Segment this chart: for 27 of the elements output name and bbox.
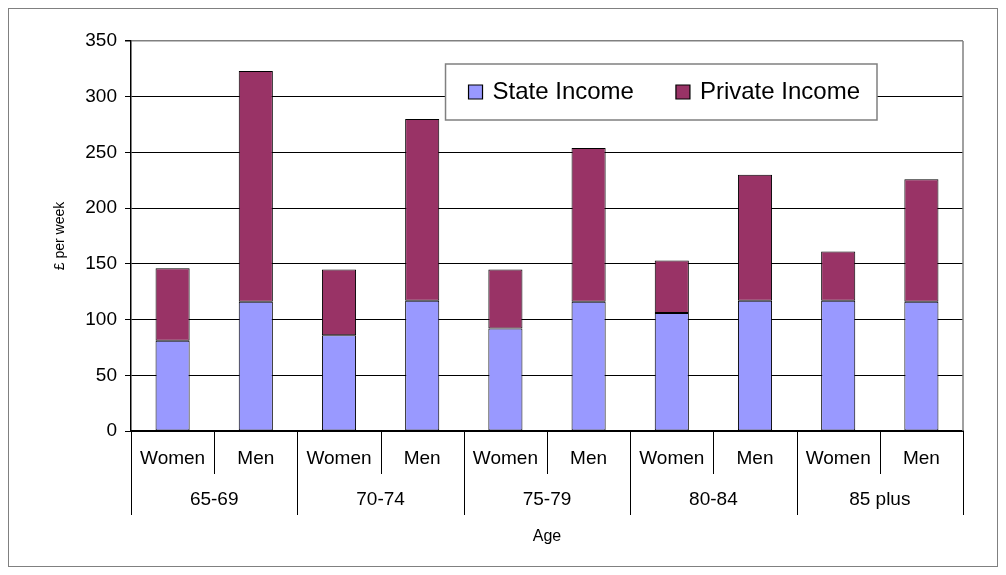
x-tick-label: Women: [805, 446, 871, 468]
x-tick-label: Men: [237, 446, 275, 468]
y-tick-label: 200: [85, 196, 117, 218]
x-tick-label: Men: [736, 446, 774, 468]
text: 85 plus: [849, 488, 911, 510]
legend-label: Private Income: [699, 76, 861, 104]
y-tick-label: 250: [85, 140, 117, 162]
y-tick-label: 300: [85, 84, 117, 106]
y-tick-label: 150: [85, 252, 117, 274]
x-tick-label: Women: [306, 446, 372, 468]
y-tick-label: 50: [95, 363, 117, 385]
x-tick-label: Women: [140, 446, 206, 468]
x-tick-label: Men: [570, 446, 608, 468]
y-axis-title: £ per week: [51, 200, 68, 271]
x-tick-label: Men: [403, 446, 441, 468]
y-tick-label: 0: [106, 419, 117, 441]
x-tick-label: Women: [639, 446, 705, 468]
y-tick-label: 100: [85, 307, 117, 329]
text: 65-69: [189, 488, 239, 510]
text: 75-79: [522, 488, 572, 510]
x-tick-label: Women: [472, 446, 538, 468]
x-axis-title: Age: [532, 526, 562, 544]
x-tick-label: Men: [902, 446, 940, 468]
y-tick-label: 350: [85, 29, 117, 51]
text: 80-84: [689, 488, 739, 510]
legend-label: State Income: [492, 76, 634, 104]
text: 70-74: [356, 488, 406, 510]
